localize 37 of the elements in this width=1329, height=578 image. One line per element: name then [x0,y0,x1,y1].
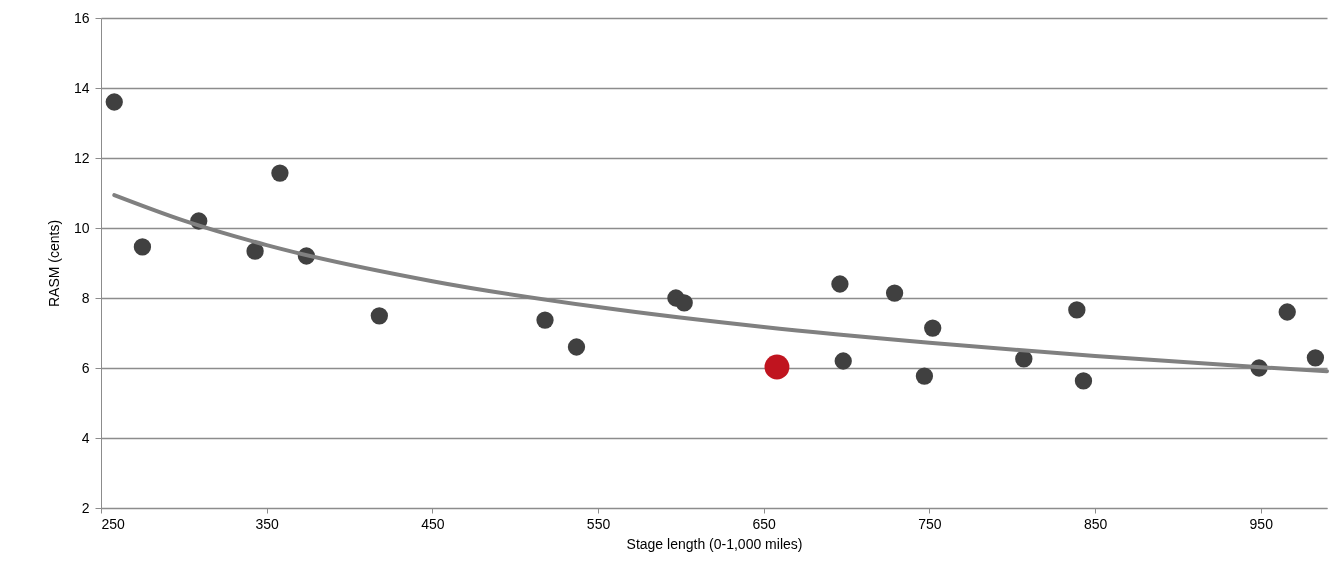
point [271,164,289,182]
point [675,294,693,312]
y-tick-label: 4 [81,429,90,446]
point [924,319,942,337]
x-tick-label: 250 [101,515,126,532]
y-tick-label: 6 [81,359,90,376]
point [1074,372,1093,390]
point [105,93,123,111]
y-axis-title: RASM (cents) [45,219,62,308]
point [1306,349,1325,367]
y-tick-label: 2 [81,499,90,516]
x-tick-label: 650 [752,515,777,532]
y-tick-label: 10 [73,219,90,236]
y-tick-label: 12 [73,149,90,166]
x-tick-label: 450 [421,515,445,532]
point [831,275,849,293]
point [246,242,264,260]
point [915,367,934,385]
x-tick-label: 750 [918,515,942,532]
point [567,338,586,356]
y-tick-label: 16 [73,9,90,26]
x-tick-label: 850 [1083,515,1108,532]
point [1068,301,1086,319]
point [133,238,152,256]
y-tick-label: 8 [81,289,90,306]
x-tick-label: 550 [586,515,611,532]
point [834,352,852,370]
point [370,307,388,325]
x-tick-label: 950 [1249,515,1274,532]
y-tick-label: 14 [73,79,90,96]
point [885,284,904,302]
point [764,354,790,380]
point [536,311,554,329]
x-tick-label: 350 [255,515,280,532]
point [1015,350,1033,368]
x-axis-title: Stage length (0-1,000 miles) [626,535,803,552]
point [1278,303,1296,321]
